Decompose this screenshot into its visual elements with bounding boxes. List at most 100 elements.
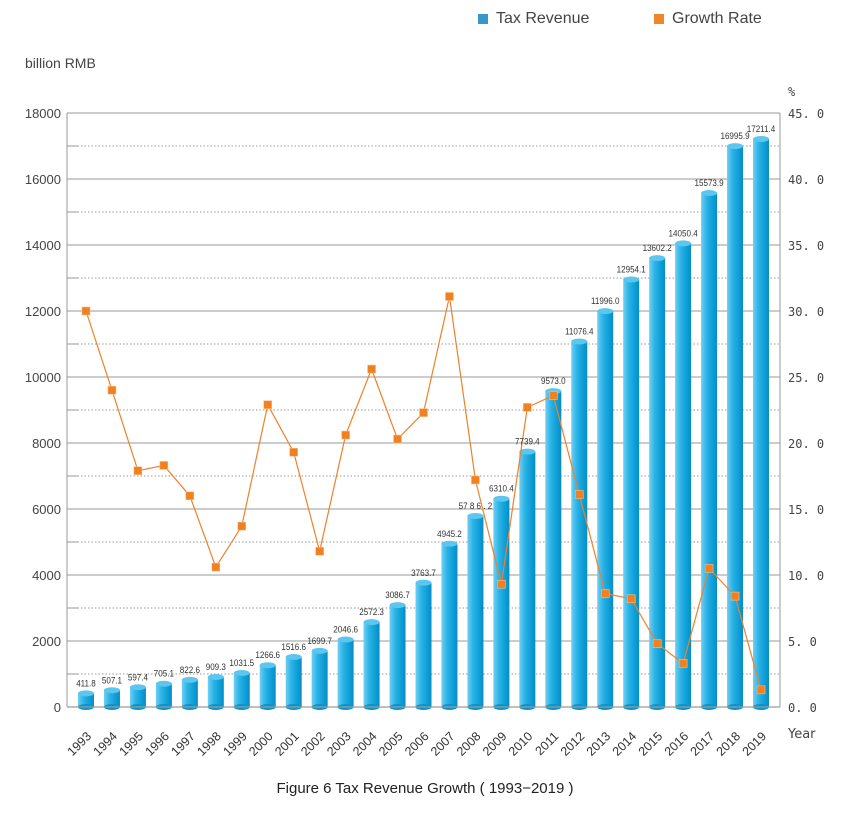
x-tick-label: 2001 [272, 729, 302, 759]
x-tick-label: 2000 [246, 729, 276, 759]
bar-cap [337, 636, 354, 643]
bar-value-label: 9573.0 [541, 375, 566, 386]
x-tick-label: 2009 [480, 729, 510, 759]
bar-cap [675, 240, 692, 247]
bar-value-label: 411.8 [76, 678, 96, 689]
bar-body [753, 139, 769, 707]
growth-rate-marker [600, 589, 610, 598]
bar-body [181, 679, 198, 707]
growth-rate-marker [678, 659, 688, 668]
bar [753, 136, 769, 710]
growth-rate-marker [652, 639, 662, 648]
x-tick-label: 1998 [194, 729, 224, 759]
right-tick-label: 40. 0 [788, 173, 824, 187]
bar-value-label: 11076.4 [565, 326, 594, 337]
growth-rate-marker [107, 385, 117, 395]
bar-body [129, 687, 146, 707]
bar [597, 308, 614, 710]
x-tick-label: 2013 [584, 729, 614, 759]
growth-rate-marker [159, 461, 169, 470]
growth-rate-marker [523, 403, 532, 412]
growth-rate-marker [626, 594, 636, 604]
bar-body [441, 543, 458, 707]
left-tick-label: 14000 [25, 238, 61, 253]
bar-body [389, 605, 406, 707]
growth-rate-marker [419, 408, 428, 417]
bars [78, 136, 769, 710]
x-tick-label: 2002 [298, 729, 328, 759]
bar [545, 388, 562, 710]
x-tick-label: 2016 [662, 729, 692, 759]
growth-rate-line [81, 292, 766, 695]
bar-body [467, 516, 484, 707]
bar-value-label: 1699.7 [307, 635, 332, 646]
bar-cap [311, 647, 328, 654]
bar-body [259, 665, 276, 707]
bar-value-label: 14050.4 [669, 228, 698, 239]
bar-value-label: 16995.9 [720, 131, 749, 142]
bar-value-label: 15573.9 [695, 177, 724, 188]
bar-cap [363, 619, 380, 626]
bar-body [727, 146, 744, 707]
right-tick-label: 15. 0 [788, 503, 824, 517]
growth-rate-marker [263, 400, 273, 410]
left-tick-label: 16000 [25, 172, 61, 187]
right-tick-label: 30. 0 [788, 305, 824, 319]
bar-body [675, 243, 692, 708]
x-tick-label: 1997 [168, 729, 198, 759]
bar-body [311, 650, 328, 707]
bar-value-label: 1516.6 [281, 641, 306, 652]
x-tick-label: 2014 [610, 729, 640, 759]
bar-body [571, 341, 588, 707]
bar-body [415, 582, 432, 707]
bar-body [649, 258, 666, 707]
bar [337, 636, 354, 710]
x-tick-label: 2019 [740, 729, 770, 759]
bar-cap [129, 684, 146, 691]
bar-cap [623, 276, 640, 283]
legend-item-tax-revenue: Tax Revenue [478, 10, 589, 28]
bar [623, 276, 640, 710]
x-tick-label: 2010 [506, 729, 536, 759]
bar [701, 190, 718, 710]
x-tick-label: 1996 [142, 729, 172, 759]
bar-value-label: 1266.6 [255, 650, 280, 661]
legend-item-growth-rate: Growth Rate [654, 10, 762, 28]
bar [519, 448, 536, 710]
bar-body [363, 622, 380, 707]
growth-rate-marker [730, 591, 740, 601]
x-tick-label: 2003 [324, 729, 354, 759]
bar-body [103, 690, 120, 707]
growth-rate-marker [81, 306, 91, 316]
bar [285, 653, 302, 710]
right-tick-label: 10. 0 [788, 569, 824, 583]
x-tick-label: 2017 [688, 729, 718, 759]
bar [311, 647, 328, 710]
bar-value-label: 1031.5 [229, 657, 254, 668]
bar-cap [155, 680, 172, 687]
bar-body [493, 498, 510, 707]
legend-label-growth-rate: Growth Rate [672, 10, 762, 27]
bar-body [623, 279, 640, 707]
bar-value-label: 7739.4 [515, 436, 540, 447]
bar-body [545, 391, 562, 707]
bar-value-label: 909.3 [206, 661, 226, 672]
bar [649, 255, 666, 710]
bar [181, 676, 198, 710]
bar-cap [597, 308, 614, 315]
bar-cap [571, 338, 588, 345]
bar-cap [649, 255, 666, 262]
bar-cap [389, 602, 406, 609]
bar-cap [493, 495, 510, 502]
growth-rate-marker [497, 579, 506, 589]
x-tick-label: 2007 [428, 729, 458, 759]
bar [493, 495, 510, 710]
growth-rate-marker [237, 521, 247, 531]
bar-body [233, 672, 250, 707]
bar-value-label: 3086.7 [385, 590, 410, 601]
right-tick-label: 20. 0 [788, 437, 824, 451]
bar-value-label: 597.4 [128, 672, 148, 683]
bar-cap [415, 579, 432, 586]
left-tick-label: 6000 [32, 502, 61, 517]
